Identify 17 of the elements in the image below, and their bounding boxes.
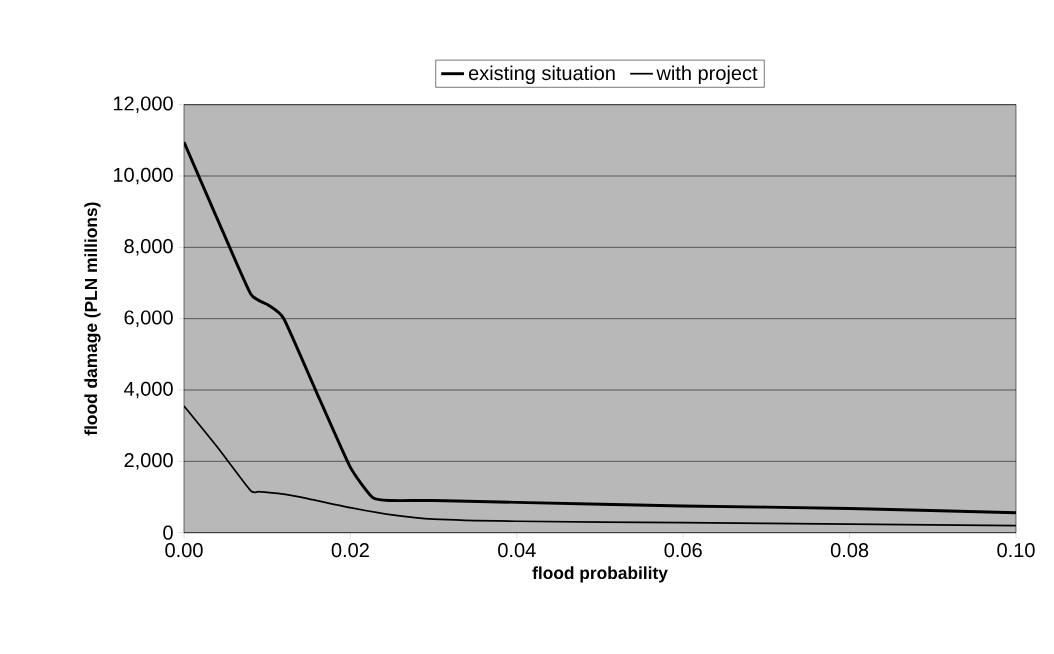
x-tick-label: 0.02	[331, 543, 369, 558]
x-tick-label: 0.08	[830, 543, 869, 558]
y-axis-title: flood damage (PLN millions)	[84, 202, 101, 436]
y-tick-label: 10,000	[113, 167, 173, 185]
x-tick-label: 0.10	[997, 543, 1035, 558]
y-tick-label: 0	[163, 525, 173, 540]
legend-label: with project	[656, 65, 758, 85]
legend-label: existing situation	[468, 65, 615, 85]
y-tick-label: 12,000	[113, 96, 173, 113]
x-tick-label: 0.06	[664, 543, 702, 558]
x-tick-label: 0.04	[498, 543, 536, 558]
y-tick-label: 6,000	[124, 310, 173, 327]
y-tick-label: 8,000	[124, 239, 173, 256]
x-axis-title: flood probability	[532, 566, 668, 583]
x-tick-label: 0.00	[165, 543, 203, 558]
y-tick-label: 2,000	[124, 453, 173, 470]
y-tick-label: 4,000	[124, 381, 173, 399]
